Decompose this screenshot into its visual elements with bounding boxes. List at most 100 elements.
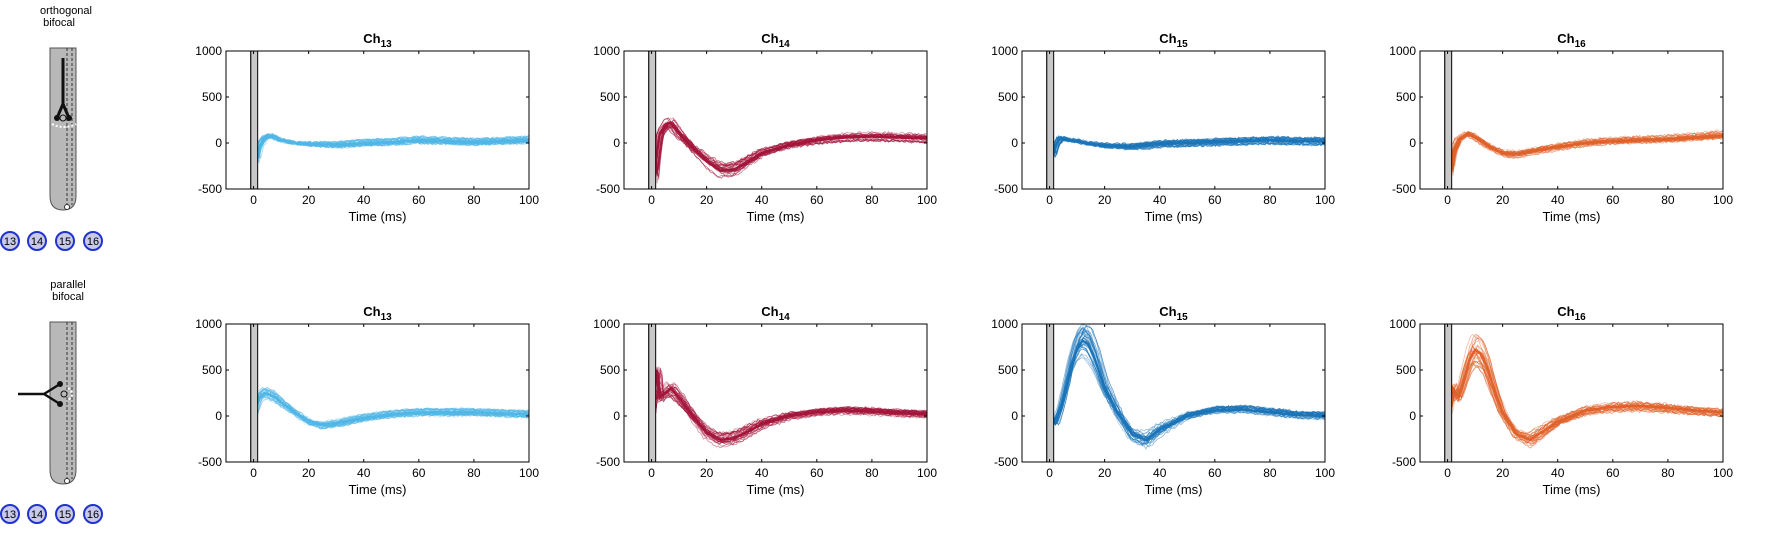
trace-group [624, 117, 927, 186]
y-tick-label: 500 [600, 363, 620, 377]
trial-trace [226, 388, 529, 427]
probe-tip-contact [64, 478, 70, 484]
trial-trace [1022, 329, 1325, 441]
probe-tip-contact [64, 204, 70, 210]
x-tick-label: 0 [250, 193, 257, 207]
electrode-label: 13 [4, 509, 16, 521]
x-tick-label: 0 [1046, 193, 1053, 207]
x-axis-label: Time (ms) [746, 209, 804, 224]
y-tick-label: 1000 [1389, 44, 1416, 58]
plot-frame [225, 323, 530, 463]
x-tick-label: 40 [1153, 466, 1167, 480]
electrode-channels-row2: 13 14 15 16 [0, 504, 103, 524]
stim-contact [57, 401, 63, 407]
electrode-16 [83, 231, 103, 251]
x-tick-label: 0 [1444, 466, 1451, 480]
x-tick-label: 80 [865, 193, 879, 207]
x-tick-label: 20 [700, 466, 714, 480]
y-tick-label: 1000 [593, 44, 620, 58]
electrode-label: 14 [31, 509, 43, 521]
plot-area [226, 51, 529, 189]
chart-title: Ch13 [363, 304, 392, 323]
plot-frame [225, 50, 530, 190]
trace-group [226, 132, 529, 165]
x-tick-label: 80 [1661, 466, 1675, 480]
x-tick-label: 80 [1263, 193, 1277, 207]
y-tick-label: -500 [994, 182, 1018, 196]
stim-artifact-box [250, 323, 259, 463]
electrode-15 [55, 231, 75, 251]
y-tick-label: 500 [1396, 90, 1416, 104]
stim-contact [60, 390, 68, 398]
mean-trace [624, 369, 927, 442]
pre-stim-box [1021, 50, 1048, 190]
y-tick-label: -500 [596, 182, 620, 196]
x-tick-label: 40 [1153, 193, 1167, 207]
plot-frame [623, 323, 928, 463]
plot-area [1022, 51, 1325, 189]
plot-area [1420, 324, 1723, 462]
trace-group [226, 386, 529, 430]
row-label-line1: parallel [50, 279, 85, 291]
x-tick-label: 100 [519, 466, 539, 480]
trial-trace [226, 133, 529, 162]
electrode-16 [83, 504, 103, 524]
x-tick-label: 60 [810, 193, 824, 207]
y-tick-label: -500 [1392, 455, 1416, 469]
y-tick-label: 0 [1011, 136, 1018, 150]
x-axis-label: Time (ms) [348, 209, 406, 224]
pre-stim-box [225, 50, 252, 190]
stim-artifact-box [1444, 50, 1453, 190]
chart-title: Ch13 [363, 31, 392, 50]
y-tick-label: 500 [998, 363, 1018, 377]
stim-artifact-box [648, 323, 657, 463]
chart-title: Ch16 [1557, 31, 1586, 50]
electrode-13 [0, 504, 20, 524]
trial-trace [1420, 366, 1723, 437]
probe-shank [49, 321, 77, 485]
trace-group [1022, 324, 1325, 450]
trial-trace [226, 392, 529, 428]
x-tick-label: 0 [1046, 466, 1053, 480]
trace-group [1420, 333, 1723, 449]
x-tick-label: 100 [1713, 193, 1733, 207]
chart-title: Ch14 [761, 31, 790, 50]
chart-panel: 0 20 40 60 80 100 1000 500 0 -500 Time (ms) Ch16 [1389, 304, 1733, 497]
electrode-label: 16 [87, 236, 99, 248]
stim-artifact-box [1046, 50, 1055, 190]
stim-artifact-box [250, 50, 259, 190]
chart-panel: 0 20 40 60 80 100 1000 500 0 -500 Time (ms) Ch16 [1389, 31, 1733, 224]
chart-title: Ch16 [1557, 304, 1586, 323]
electrode-diagram-parallel: parallel bifocal [18, 279, 86, 485]
x-tick-label: 20 [302, 193, 316, 207]
y-tick-label: -500 [198, 182, 222, 196]
x-tick-label: 100 [519, 193, 539, 207]
plot-frame [1419, 50, 1724, 190]
x-tick-label: 20 [1098, 193, 1112, 207]
y-tick-label: -500 [994, 455, 1018, 469]
y-tick-label: 1000 [593, 317, 620, 331]
x-tick-label: 100 [1315, 193, 1335, 207]
y-tick-label: 1000 [195, 317, 222, 331]
plot-frame [1021, 50, 1326, 190]
x-tick-label: 100 [917, 193, 937, 207]
stim-artifact-box [1046, 323, 1055, 463]
trace-group [624, 364, 927, 449]
electrode-label: 15 [59, 509, 71, 521]
trial-trace [1420, 333, 1723, 445]
chart-panel: 0 20 40 60 80 100 1000 500 0 -500 Time (ms) Ch13 [195, 304, 539, 497]
stim-contact [57, 381, 63, 387]
pre-stim-box [623, 323, 650, 463]
x-tick-label: 40 [1551, 466, 1565, 480]
x-tick-label: 80 [467, 193, 481, 207]
trial-trace [1420, 132, 1723, 173]
x-tick-label: 0 [250, 466, 257, 480]
y-tick-label: 500 [998, 90, 1018, 104]
y-tick-label: 1000 [1389, 317, 1416, 331]
row-label-line1: orthogonal [40, 5, 92, 17]
x-tick-label: 80 [467, 466, 481, 480]
x-axis-label: Time (ms) [1542, 209, 1600, 224]
x-tick-label: 40 [755, 193, 769, 207]
chart-panel: 0 20 40 60 80 100 1000 500 0 -500 Time (ms) Ch14 [593, 304, 937, 497]
